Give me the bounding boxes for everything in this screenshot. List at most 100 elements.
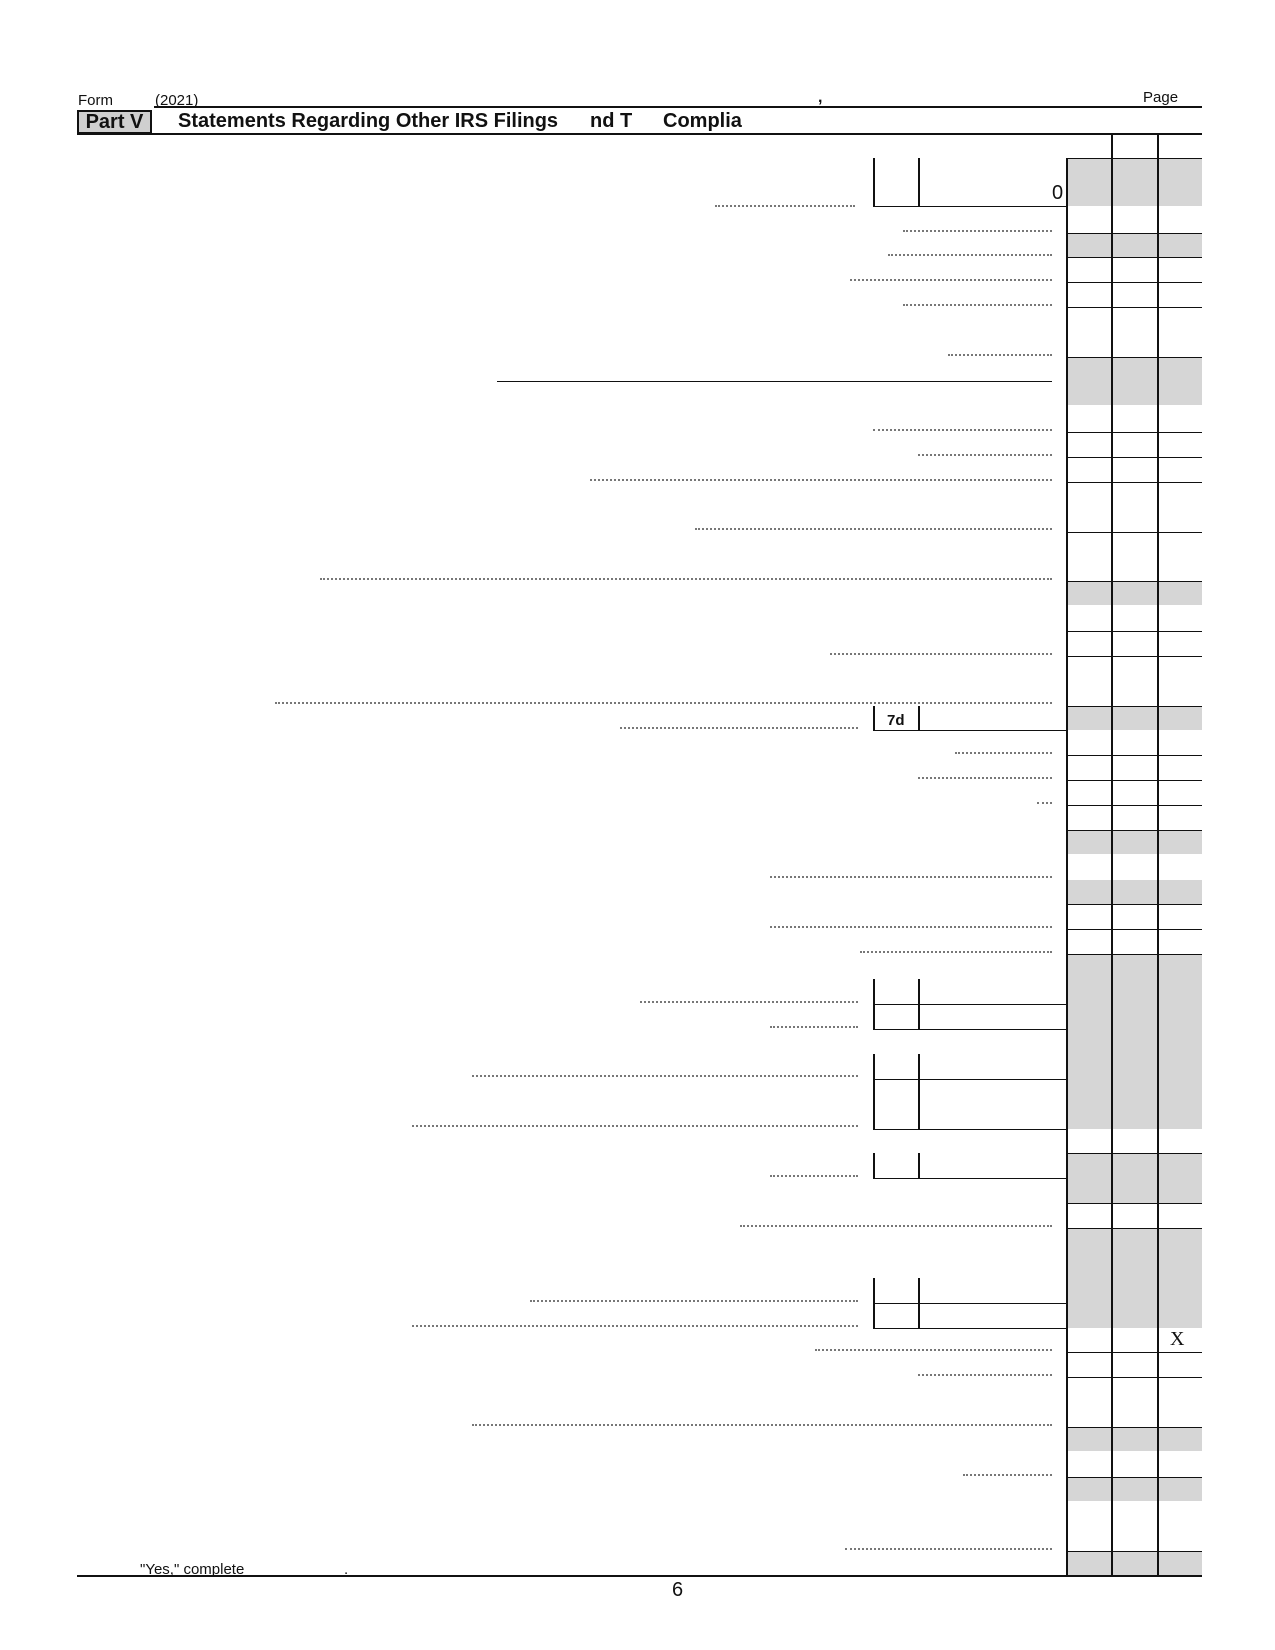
- part-bottom-rule: [77, 133, 1202, 135]
- entry-box-rule: [873, 1029, 1066, 1030]
- row-rule: [1066, 755, 1202, 756]
- footer-rule: [77, 1575, 1202, 1577]
- title-fragment-1: nd T: [590, 110, 633, 132]
- entry-box-rule: [873, 1004, 1066, 1005]
- dot-leader: [963, 1474, 1052, 1476]
- entry-box-rule: [873, 206, 1066, 207]
- row-rule: [1066, 631, 1202, 632]
- form-label: Form: [78, 92, 113, 109]
- page-label: Page: [1143, 89, 1179, 106]
- dot-leader: [830, 653, 1052, 655]
- row-rule: [1066, 357, 1202, 358]
- row-rule: [1066, 257, 1202, 258]
- row-rule: [1066, 307, 1202, 308]
- dot-leader: [903, 230, 1052, 232]
- column-rule: [1066, 158, 1068, 1575]
- entry-box-rule: [918, 1153, 920, 1178]
- dot-leader: [888, 254, 1052, 256]
- dot-leader: [918, 1374, 1052, 1376]
- shade-cell: [1066, 1551, 1202, 1575]
- dot-leader: [955, 752, 1052, 754]
- dot-leader: [1037, 802, 1052, 804]
- entry-box-rule: [873, 1328, 1066, 1329]
- row-rule: [1066, 706, 1202, 707]
- row-rule: [1066, 830, 1202, 831]
- entry-box-rule: [873, 1054, 875, 1129]
- dot-leader: [903, 304, 1052, 306]
- line1-value[interactable]: 0: [1052, 182, 1064, 204]
- dot-leader: [530, 1300, 858, 1302]
- row-rule: [1066, 233, 1202, 234]
- dot-leader: [412, 1125, 858, 1127]
- row-rule: [1066, 1477, 1202, 1478]
- row-rule: [1066, 532, 1202, 533]
- shade-cell: [1066, 880, 1202, 904]
- dot-leader: [320, 578, 1052, 580]
- row-rule: [1066, 482, 1202, 483]
- row-rule: [1066, 1427, 1202, 1428]
- write-in-line[interactable]: [497, 381, 1052, 382]
- dot-leader: [620, 727, 858, 729]
- dot-leader: [472, 1075, 858, 1077]
- row-rule: [1066, 1551, 1202, 1552]
- row-rule: [1066, 904, 1202, 905]
- dot-leader: [640, 1001, 858, 1003]
- shade-cell: [1066, 954, 1202, 1129]
- entry-box-rule: [873, 1303, 1066, 1304]
- shade-cell: [1066, 1153, 1202, 1203]
- entry-box-rule: [918, 1054, 920, 1129]
- entry-box-rule: [918, 706, 920, 730]
- shade-cell: [1066, 1427, 1202, 1451]
- part-label: Part V: [77, 110, 152, 134]
- dot-leader: [770, 876, 1052, 878]
- row-rule: [1066, 1228, 1202, 1229]
- shade-cell: [1066, 706, 1202, 730]
- row-rule: [1066, 780, 1202, 781]
- entry-box-rule: [873, 1153, 875, 1178]
- footer-note-period: .: [344, 1561, 349, 1578]
- dot-leader: [590, 479, 1052, 481]
- title-fragment-2: Complia: [663, 110, 742, 132]
- dot-leader: [845, 1548, 1052, 1550]
- shade-cell: [1066, 1477, 1202, 1501]
- dot-leader: [740, 1225, 1052, 1227]
- row-rule: [1066, 581, 1202, 582]
- shade-cell: [1066, 830, 1202, 854]
- entry-box-rule: [873, 158, 875, 206]
- dot-leader: [695, 528, 1052, 530]
- dot-leader: [815, 1349, 1052, 1351]
- row-rule: [1066, 954, 1202, 955]
- dot-leader: [948, 354, 1052, 356]
- row-rule: [1066, 1352, 1202, 1353]
- row-rule: [1066, 805, 1202, 806]
- column-rule: [1157, 133, 1159, 1575]
- comma-mark: ,: [818, 89, 823, 106]
- dot-leader: [412, 1325, 858, 1327]
- dot-leader: [275, 702, 1052, 704]
- dot-leader: [850, 279, 1052, 281]
- row-rule: [1066, 656, 1202, 657]
- page-number: 6: [672, 1579, 684, 1601]
- dot-leader: [770, 1026, 858, 1028]
- dot-leader: [918, 454, 1052, 456]
- shade-cell: [1066, 581, 1202, 605]
- row-rule: [1066, 158, 1202, 159]
- entry-box-rule: [873, 1178, 1066, 1179]
- column-rule: [1111, 133, 1113, 1575]
- form-year: (2021): [155, 92, 199, 109]
- row-rule: [1066, 457, 1202, 458]
- part-title: Statements Regarding Other IRS Filings: [178, 110, 559, 132]
- dot-leader: [918, 777, 1052, 779]
- shade-cell: [1066, 1228, 1202, 1328]
- shade-cell: [1066, 233, 1202, 257]
- header-top-rule: [154, 106, 1202, 108]
- dot-leader: [715, 205, 855, 207]
- dot-leader: [472, 1424, 1052, 1426]
- entry-box-rule: [873, 1129, 1066, 1130]
- row-rule: [1066, 929, 1202, 930]
- shade-cell: [1066, 357, 1202, 405]
- row-rule: [1066, 432, 1202, 433]
- entry-box-rule: [873, 706, 875, 730]
- dot-leader: [770, 1175, 858, 1177]
- checkmark-x[interactable]: X: [1170, 1328, 1185, 1350]
